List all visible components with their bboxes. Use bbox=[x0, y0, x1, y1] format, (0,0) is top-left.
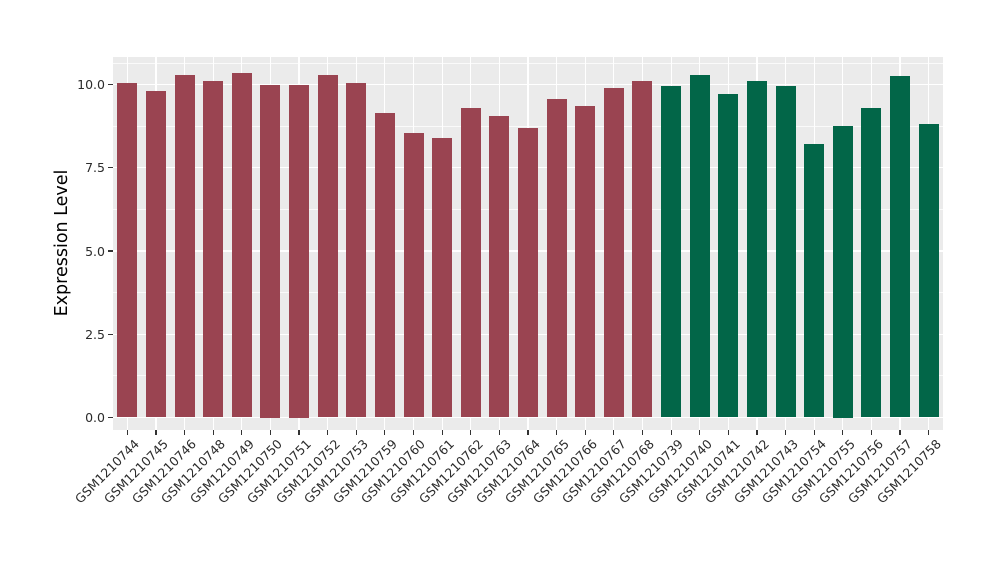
x-tick bbox=[498, 430, 500, 435]
bar-GSM1210759 bbox=[374, 112, 395, 418]
x-tick bbox=[155, 430, 157, 435]
x-tick bbox=[699, 430, 701, 435]
x-tick bbox=[212, 430, 214, 435]
y-tick bbox=[108, 333, 113, 335]
bar-GSM1210753 bbox=[346, 82, 367, 418]
bar-GSM1210761 bbox=[432, 137, 453, 418]
bar-GSM1210742 bbox=[746, 81, 767, 418]
bar-GSM1210764 bbox=[518, 127, 538, 418]
bar-GSM1210768 bbox=[632, 81, 653, 418]
bar-GSM1210739 bbox=[661, 86, 682, 418]
x-tick bbox=[327, 430, 329, 435]
x-tick bbox=[412, 430, 415, 435]
x-tick bbox=[269, 430, 271, 435]
bar-GSM1210744 bbox=[117, 82, 138, 418]
bar-GSM1210745 bbox=[145, 91, 166, 418]
x-tick bbox=[928, 430, 930, 435]
bar-GSM1210757 bbox=[890, 76, 911, 418]
bar-GSM1210767 bbox=[603, 87, 624, 418]
x-tick bbox=[355, 430, 357, 435]
y-tick bbox=[108, 167, 113, 169]
bar-GSM1210752 bbox=[317, 74, 338, 418]
y-tick-label: 0.0 bbox=[85, 410, 105, 425]
bar-GSM1210754 bbox=[804, 144, 825, 418]
x-tick bbox=[756, 430, 758, 435]
bar-GSM1210746 bbox=[174, 74, 195, 418]
y-tick-label: 2.5 bbox=[85, 326, 105, 342]
gridline-major-y bbox=[113, 83, 943, 86]
x-tick bbox=[183, 430, 186, 435]
x-tick bbox=[613, 430, 615, 435]
bar-GSM1210743 bbox=[775, 86, 796, 418]
x-tick bbox=[126, 430, 128, 435]
bar-GSM1210748 bbox=[203, 81, 224, 418]
x-tick bbox=[298, 430, 300, 435]
x-tick bbox=[527, 430, 529, 435]
bar-GSM1210756 bbox=[861, 107, 882, 418]
x-tick bbox=[470, 430, 472, 435]
gridline-major-y bbox=[113, 416, 943, 419]
x-tick bbox=[813, 430, 815, 435]
x-tick bbox=[641, 430, 644, 435]
y-tick bbox=[108, 83, 113, 86]
x-tick bbox=[441, 430, 443, 435]
bar-GSM1210760 bbox=[403, 132, 424, 418]
x-tick bbox=[241, 430, 243, 435]
y-axis-title: Expression Level bbox=[52, 169, 72, 317]
bar-GSM1210740 bbox=[689, 74, 710, 418]
x-tick bbox=[870, 430, 873, 435]
x-tick bbox=[670, 430, 672, 435]
x-tick bbox=[584, 430, 586, 435]
bar-GSM1210750 bbox=[260, 84, 281, 418]
bar-GSM1210741 bbox=[718, 94, 739, 418]
y-tick-label: 5.0 bbox=[85, 243, 105, 259]
y-tick-label: 10.0 bbox=[77, 77, 105, 92]
x-tick bbox=[556, 430, 558, 435]
gridline-minor-y bbox=[113, 125, 943, 127]
bar-GSM1210762 bbox=[460, 107, 481, 418]
bar-GSM1210755 bbox=[832, 126, 853, 418]
x-tick bbox=[727, 430, 729, 435]
bar-GSM1210763 bbox=[489, 116, 510, 418]
y-tick-label: 7.5 bbox=[85, 160, 105, 176]
bar-GSM1210749 bbox=[231, 72, 252, 418]
bar-GSM1210758 bbox=[918, 124, 939, 418]
y-tick bbox=[108, 250, 113, 252]
bar-GSM1210765 bbox=[546, 99, 567, 418]
gridline-minor-y bbox=[113, 63, 943, 65]
x-tick bbox=[899, 430, 901, 435]
y-tick bbox=[108, 416, 113, 419]
bar-GSM1210766 bbox=[575, 106, 596, 418]
x-tick bbox=[784, 430, 787, 435]
x-tick bbox=[384, 430, 386, 435]
bar-GSM1210751 bbox=[289, 84, 310, 418]
x-tick bbox=[842, 430, 844, 435]
